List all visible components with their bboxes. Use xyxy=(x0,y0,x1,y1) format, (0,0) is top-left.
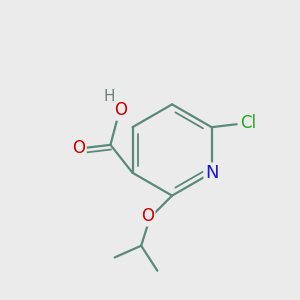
Text: H: H xyxy=(103,89,115,104)
Text: O: O xyxy=(73,139,85,157)
Text: O: O xyxy=(114,101,127,119)
Text: Cl: Cl xyxy=(240,114,256,132)
Text: N: N xyxy=(205,164,218,182)
Text: O: O xyxy=(141,207,154,225)
